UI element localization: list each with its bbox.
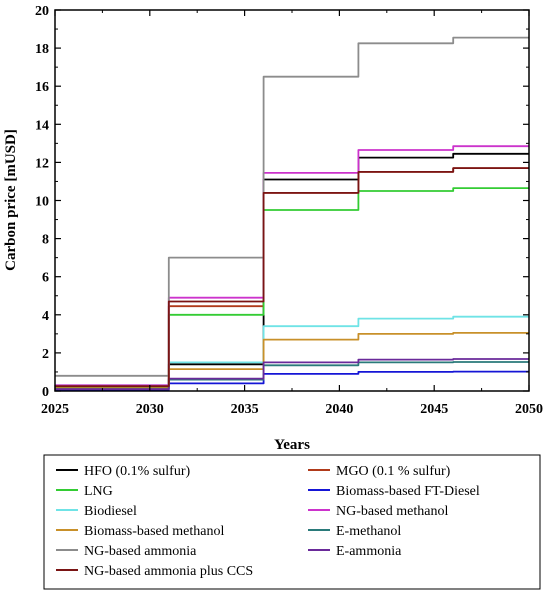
y-tick-label: 20 (35, 4, 49, 19)
legend-label: LNG (84, 484, 113, 499)
legend-label: E-ammonia (336, 544, 402, 559)
legend-label: NG-based methanol (336, 504, 448, 519)
legend: HFO (0.1% sulfur) MGO (0.1 % sulfur) LNG Bi… (56, 464, 480, 579)
series-line-3 (55, 187, 529, 389)
series-line-7 (55, 332, 529, 389)
y-tick-label: 0 (42, 385, 49, 400)
y-tick-label: 10 (35, 195, 49, 210)
legend-box (43, 454, 541, 590)
x-axis-title: Years (274, 437, 310, 453)
series-line-6 (55, 145, 529, 387)
legend-label: E-methanol (336, 524, 401, 539)
y-tick-label: 18 (35, 42, 49, 57)
x-tick-label: 2045 (420, 402, 448, 417)
series-line-2 (55, 167, 529, 388)
plot-frame (54, 9, 530, 392)
legend-label: Biodiesel (84, 504, 137, 519)
y-tick-label: 16 (35, 80, 49, 95)
x-tick-label: 2030 (136, 402, 164, 417)
series-line-11 (55, 167, 529, 388)
legend-label: NG-based ammonia (84, 544, 197, 559)
y-tick-label: 6 (42, 271, 49, 286)
y-tick-label: 8 (42, 233, 49, 248)
legend-label: Biomass-based methanol (84, 524, 224, 539)
x-tick-label: 2050 (515, 402, 543, 417)
y-tick-label: 2 (42, 347, 49, 362)
series-line-10 (55, 358, 529, 390)
legend-label: Biomass-based FT-Diesel (336, 484, 480, 499)
series-line-9 (55, 36, 529, 377)
x-tick-label: 2040 (325, 402, 353, 417)
y-axis-title: Carbon price [mUSD] (3, 129, 19, 271)
y-tick-label: 4 (42, 309, 49, 324)
x-tick-label: 2025 (41, 402, 69, 417)
y-tick-label: 12 (35, 156, 49, 171)
legend-label: MGO (0.1 % sulfur) (336, 464, 451, 479)
x-tick-label: 2035 (231, 402, 259, 417)
series-layer (55, 36, 529, 391)
legend-label: NG-based ammonia plus CCS (84, 564, 253, 579)
axis-layer: 0 2 4 6 8 10 12 14 16 18 20 2025 2030 2035 2040 2045 205… (35, 4, 543, 417)
y-tick-label: 14 (35, 118, 49, 133)
legend-label: HFO (0.1% sulfur) (84, 464, 190, 479)
